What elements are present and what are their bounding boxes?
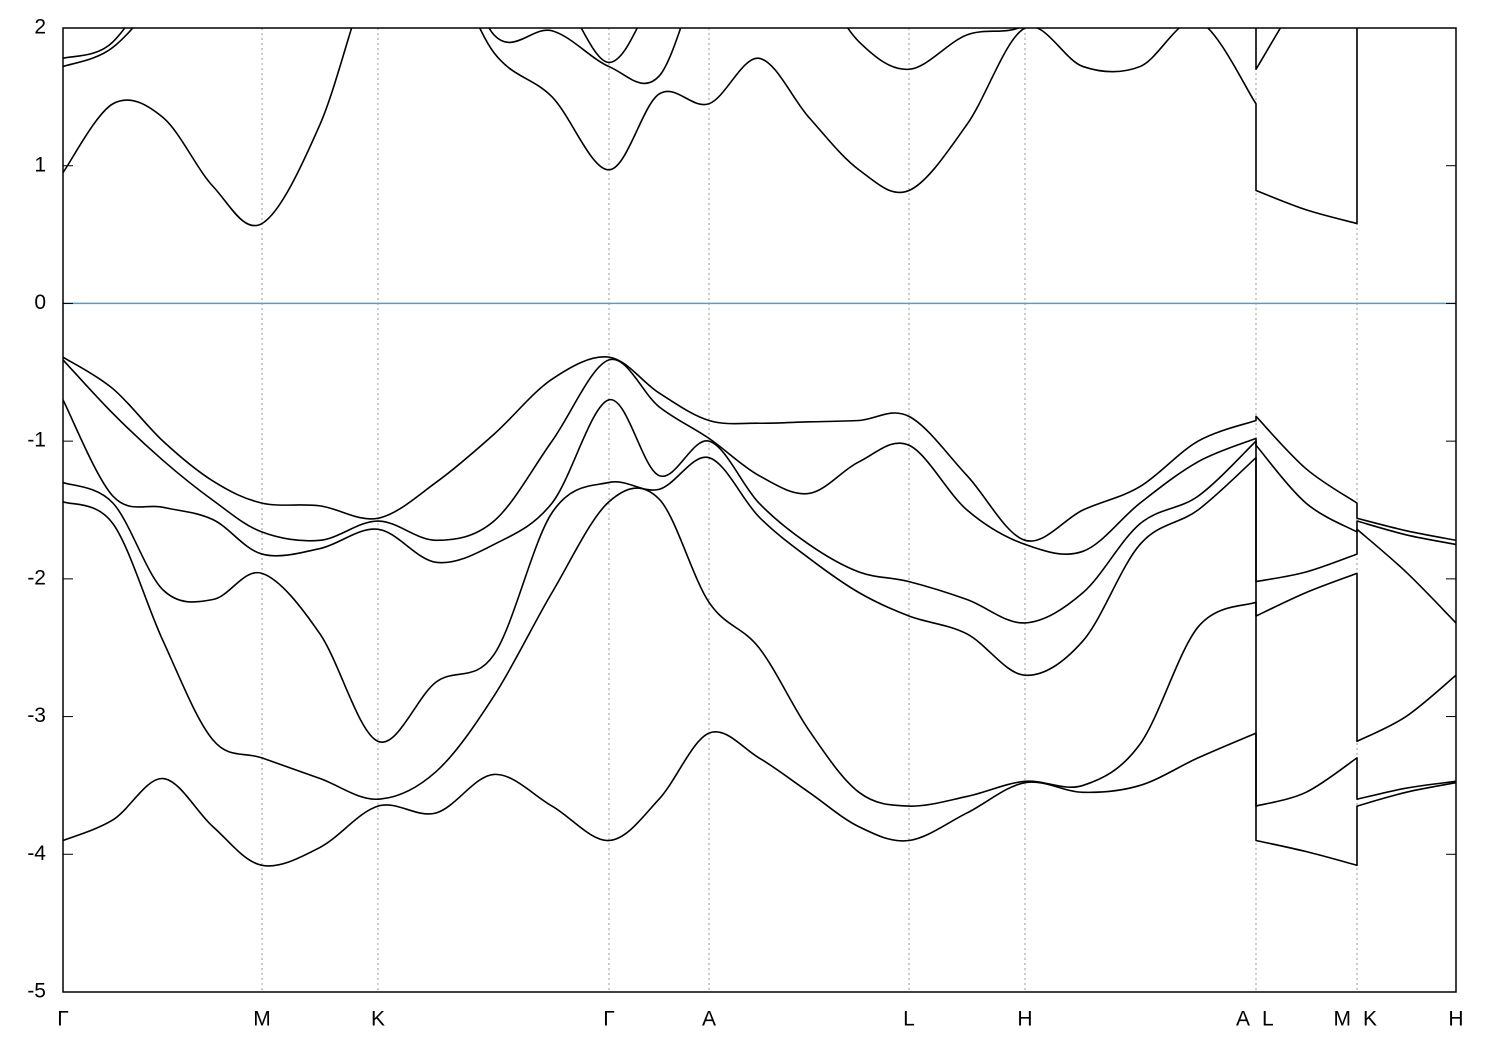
y-tick-label: -3 [27,704,46,727]
x-tick-label: M [253,1008,271,1031]
band-line [63,356,1456,542]
band-line [63,456,1456,743]
band-line [63,28,1456,227]
x-tick-label: K [371,1008,385,1031]
y-tick-label: 0 [34,291,46,314]
x-tick-label: A [702,1008,716,1031]
y-tick-label: -2 [27,566,46,589]
x-tick-label: K [1363,1008,1377,1031]
x-tick-label: Γ [57,1008,69,1031]
y-tick-label: -5 [27,980,46,1003]
x-tick-label: L [903,1008,915,1031]
y-tick-label: -4 [27,842,46,865]
x-tick-label: H [1448,1008,1463,1031]
band-line [63,487,1456,807]
bands [63,28,1456,867]
y-tick-label: 2 [34,16,46,39]
band-line [63,358,1456,555]
band-line [63,731,1456,867]
x-tick-label: Γ [603,1008,615,1031]
x-tick-label: A [1236,1008,1250,1031]
plot-frame [62,27,1457,993]
y-tick-label: -1 [27,429,46,452]
band-line [63,399,1456,624]
x-tick-label: L [1262,1008,1274,1031]
x-tick-label: H [1017,1008,1032,1031]
x-tick-label: M [1334,1008,1352,1031]
y-tick-label: 1 [34,153,46,176]
